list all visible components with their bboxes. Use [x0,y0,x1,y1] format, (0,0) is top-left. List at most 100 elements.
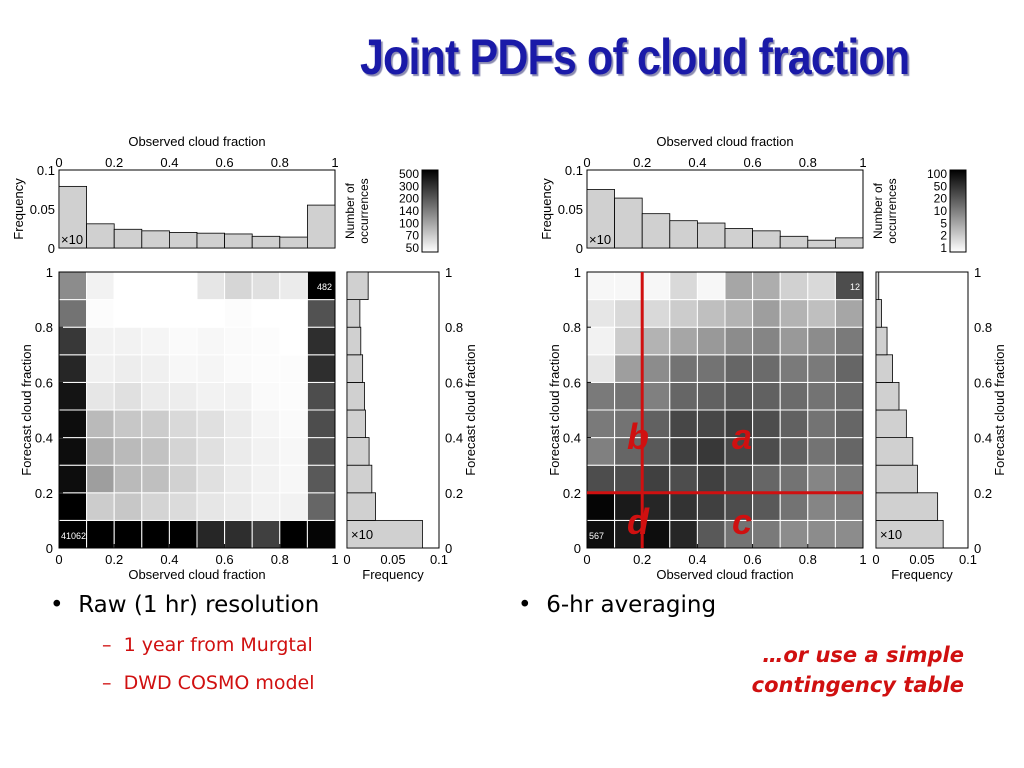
heatmap-cell [224,271,253,301]
colorbar-label: occurrences [357,178,371,243]
heatmap-cell [113,464,143,494]
heatmap-cell [86,464,115,494]
right-x-axis-label: Frequency [362,567,424,582]
right-bullet-text: 6-hr averaging [546,592,717,618]
top-hist-bar [586,189,616,249]
heatmap-cell [834,464,864,494]
heatmap-cell [834,519,864,549]
heatmap-cell [113,271,143,301]
heatmap-cell [196,519,226,549]
right-x-axis-label: Frequency [891,567,953,582]
heatmap-cell [141,299,170,328]
heatmap-cell [614,354,643,383]
right-hist-bar [346,437,370,466]
top-hist-bar [58,185,88,249]
heatmap-cell [752,409,781,439]
multiplier-label: ×10 [589,232,611,247]
right-hist-bar [346,464,373,494]
heatmap-cell [752,299,781,328]
heatmap-cell [669,381,698,411]
x-tick-label: 0.4 [688,552,706,567]
heatmap-cell [196,326,226,356]
right-y-tick-label: 0.6 [974,375,992,390]
right-hist-bar [346,409,366,439]
heatmap-cell [196,381,226,411]
heatmap-cell [834,437,864,466]
top-hist-bar [641,213,671,249]
top-hist-bar [669,220,698,249]
heatmap-cell [807,271,836,301]
heatmap-cell [251,381,281,411]
heatmap-cell [834,326,864,356]
left-bullet: • Raw (1 hr) resolution [50,592,319,618]
heatmap-cell [696,519,726,549]
heatmap-cell [641,381,671,411]
top-hist-bar [807,239,836,249]
heatmap-cell [224,381,253,411]
heatmap-cell [752,437,781,466]
heatmap-cell [696,381,726,411]
heatmap-cell [86,409,115,439]
right-hist-bar [875,354,893,383]
heatmap-cell [58,492,88,521]
heatmap-cell [196,299,226,328]
heatmap-cell [779,437,809,466]
top-x-tick-label: 1 [859,155,866,170]
heatmap-cell [86,271,115,301]
top-hist-bar [168,232,198,249]
heatmap-cell [58,354,88,383]
x-tick-label: 0.8 [799,552,817,567]
heatmap-cell [279,299,308,328]
colorbar-tick-label: 20 [934,192,948,206]
heatmap-cell [306,437,336,466]
heatmap-cell [724,326,754,356]
heatmap-cell [196,271,226,301]
right-hist-bar [346,381,365,411]
multiplier-label: ×10 [61,232,83,247]
right-y-tick-label: 0.6 [445,375,463,390]
top-x-tick-label: 0.4 [160,155,178,170]
left-sub-2: – DWD COSMO model [102,672,315,694]
right-y-tick-label: 1 [974,265,981,280]
top-y-tick-label: 0.05 [30,202,55,217]
heatmap-cell [196,437,226,466]
heatmap-cell [58,271,88,301]
left-sub-1: – 1 year from Murgtal [102,634,313,656]
heatmap-cell [113,381,143,411]
right-y-tick-label: 0.2 [974,486,992,501]
x-tick-label: 0.2 [105,552,123,567]
corner-count-label: 12 [850,282,860,292]
heatmap-cell [641,354,671,383]
colorbar-tick-label: 300 [399,179,419,193]
top-y-tick-label: 0.1 [37,163,55,178]
heatmap-cell [669,464,698,494]
colorbar-tick-label: 70 [406,229,420,243]
x-tick-label: 0.8 [271,552,289,567]
heatmap-cell [86,354,115,383]
right-bullet: • 6-hr averaging [518,592,716,618]
x-tick-label: 0 [583,552,590,567]
heatmap-cell [224,437,253,466]
heatmap-cell [306,464,336,494]
right-hist-bar [875,299,882,328]
heatmap-cell [696,492,726,521]
heatmap-cell [669,299,698,328]
heatmap-cell [113,326,143,356]
heatmap-cell [306,409,336,439]
heatmap-cell [641,299,671,328]
colorbar-tick-label: 200 [399,192,419,206]
x-tick-label: 0.4 [160,552,178,567]
heatmap-cell [113,299,143,328]
right-hist-bar [346,354,364,383]
heatmap-cell [696,271,726,301]
top-y-axis-label: Frequency [11,178,26,240]
y-tick-label: 0 [574,541,581,556]
right-y-tick-label: 0.4 [974,431,992,446]
heatmap-cell [251,271,281,301]
y-tick-label: 0.6 [563,375,581,390]
top-x-tick-label: 0.6 [216,155,234,170]
top-hist-bar [251,235,281,249]
heatmap-cell [86,299,115,328]
heatmap-cell [141,464,170,494]
heatmap-cell [586,437,616,466]
